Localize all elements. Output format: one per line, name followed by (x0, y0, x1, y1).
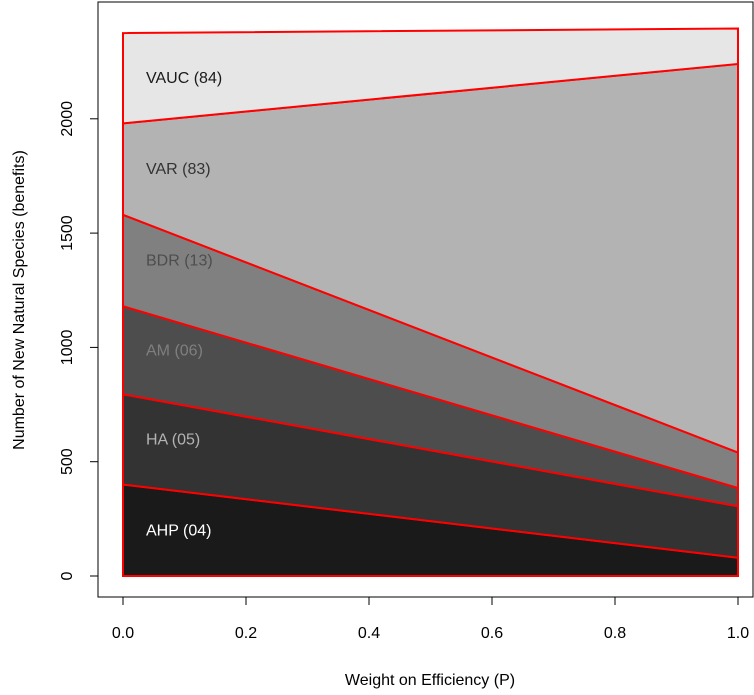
y-tick-label: 2000 (59, 101, 76, 137)
y-axis-title: Number of New Natural Species (benefits) (11, 150, 28, 450)
band-label-ahp: AHP (04) (146, 522, 212, 539)
band-vauc (122, 27, 739, 125)
x-axis-title: Weight on Efficiency (P) (345, 672, 515, 689)
x-axis: 0.0 0.2 0.4 0.6 0.8 1.0 (112, 596, 749, 642)
y-tick-label: 0 (59, 571, 76, 580)
x-tick-label: 0.4 (358, 625, 380, 642)
band-label-var: VAR (83) (146, 161, 211, 178)
chart-band-labels: AHP (04) HA (05) AM (06) BDR (13) VAR (83) VA… (146, 70, 222, 539)
y-axis: 0 500 1000 1500 2000 (59, 101, 99, 580)
y-tick-label: 500 (59, 448, 76, 475)
y-tick-label: 1500 (59, 215, 76, 251)
band-label-ha: HA (05) (146, 431, 200, 448)
x-tick-label: 0.8 (604, 625, 626, 642)
x-tick-label: 0.0 (112, 625, 134, 642)
band-label-bdr: BDR (13) (146, 253, 213, 270)
chart-bands (122, 27, 739, 577)
band-label-am: AM (06) (146, 342, 203, 359)
x-tick-label: 1.0 (727, 625, 749, 642)
x-tick-label: 0.2 (235, 625, 257, 642)
band-label-vauc: VAUC (84) (146, 70, 222, 87)
x-tick-label: 0.6 (481, 625, 503, 642)
y-tick-label: 1000 (59, 330, 76, 366)
